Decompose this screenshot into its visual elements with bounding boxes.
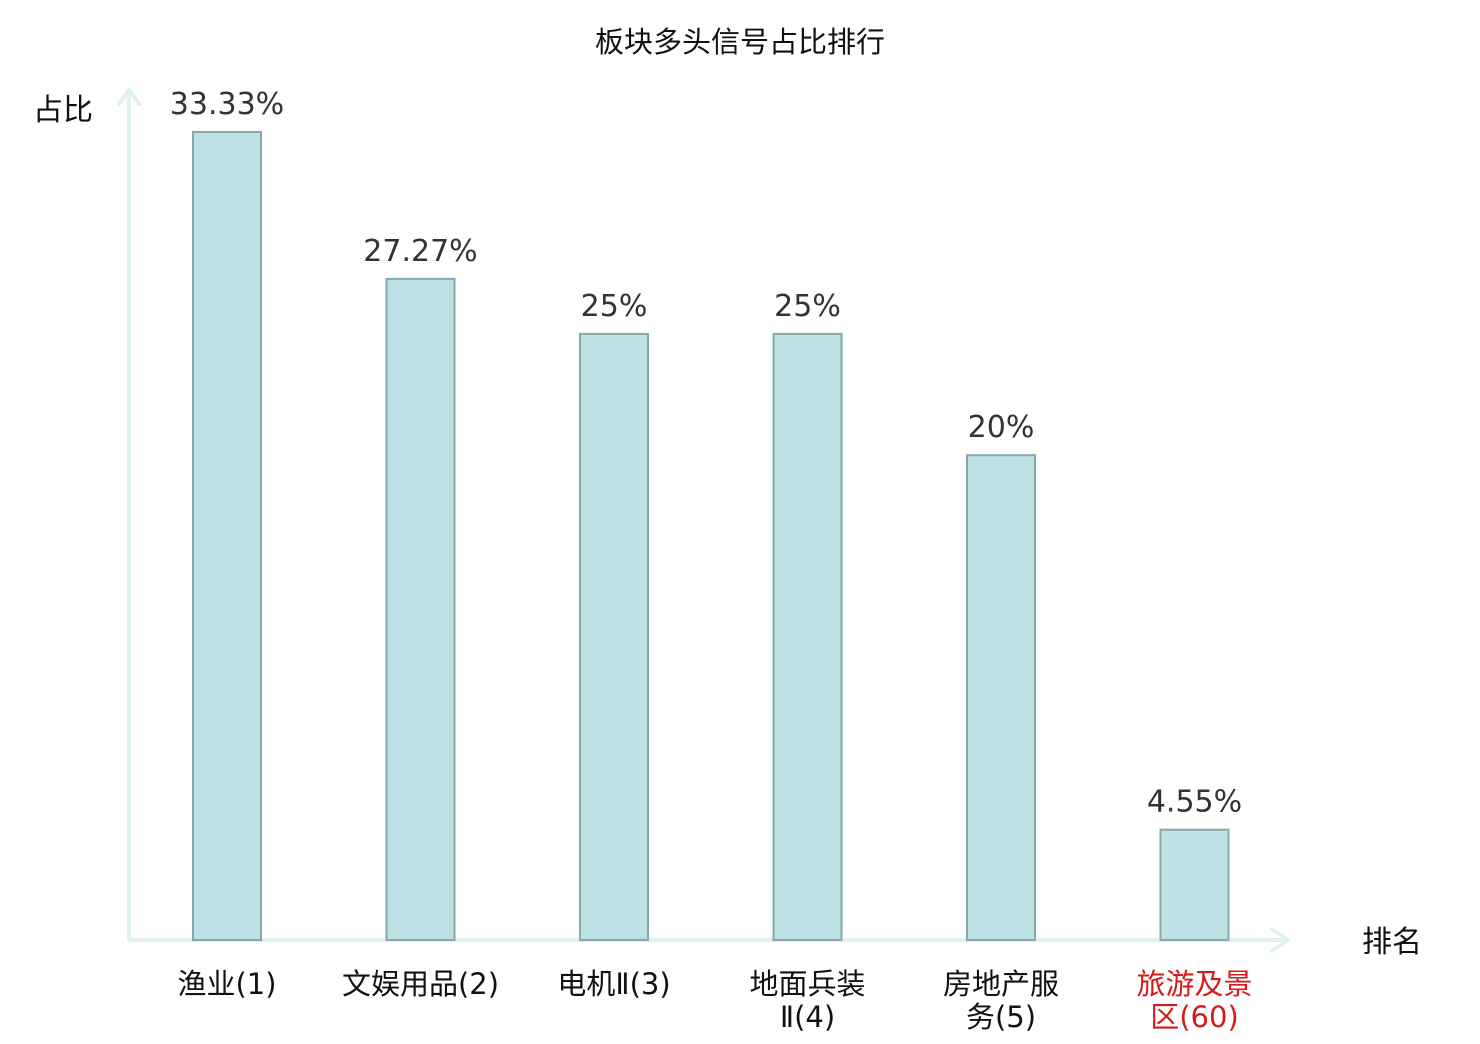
category-label-3-line-1: 电机Ⅱ(3)	[557, 967, 670, 1001]
category-label-6-line-2: 区(60)	[1150, 1000, 1239, 1034]
bar-3	[579, 332, 649, 941]
value-label-5: 20%	[968, 410, 1035, 445]
value-label-4: 25%	[774, 289, 841, 324]
bars-group	[192, 131, 1230, 942]
bar-1	[192, 131, 262, 941]
value-label-1: 33.33%	[170, 87, 284, 122]
x-axis-arrow	[1270, 927, 1290, 953]
category-label-4-line-1: 地面兵装	[749, 967, 865, 1001]
bar-2	[385, 277, 456, 941]
category-label-1-line-1: 渔业(1)	[177, 967, 276, 1001]
chart-title: 板块多头信号占比排行	[595, 25, 885, 59]
category-label-2: 文娱用品(2)	[342, 967, 499, 1001]
bar-6	[1159, 828, 1230, 942]
category-label-1: 渔业(1)	[177, 967, 276, 1001]
y-axis-label: 占比	[33, 93, 93, 128]
value-label-3: 25%	[581, 289, 648, 324]
bar-5	[966, 454, 1036, 941]
axes	[117, 88, 1290, 953]
category-tick-labels-group: 渔业(1) 文娱用品(2) 电机Ⅱ(3) 地面兵装 Ⅱ(4) 房地产服务(5) 旅游及景区(…	[177, 967, 1252, 1034]
category-label-4-line-2: Ⅱ(4)	[780, 1000, 835, 1034]
category-label-5-line-1: 房地产服	[943, 967, 1059, 1001]
bar-4	[772, 332, 843, 941]
value-label-2: 27.27%	[363, 234, 477, 269]
category-label-5: 房地产服务(5)	[943, 967, 1059, 1034]
x-axis-label: 排名	[1362, 925, 1422, 960]
value-labels-group: 33.33% 27.27% 25% 25% 20% 4.55%	[170, 87, 1242, 820]
category-label-3: 电机Ⅱ(3)	[557, 967, 670, 1001]
category-label-2-line-1: 文娱用品(2)	[342, 967, 499, 1001]
category-label-5-line-2: 务(5)	[966, 1000, 1036, 1034]
category-label-6: 旅游及景区(60)	[1136, 967, 1252, 1034]
category-label-6-line-1: 旅游及景	[1136, 967, 1252, 1001]
y-axis-arrow	[117, 88, 141, 106]
value-label-6: 4.55%	[1147, 785, 1242, 820]
category-label-4: 地面兵装 Ⅱ(4)	[749, 967, 865, 1034]
